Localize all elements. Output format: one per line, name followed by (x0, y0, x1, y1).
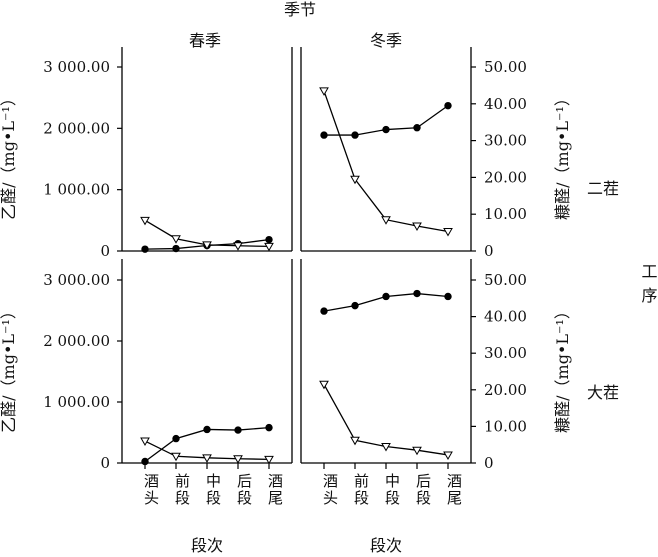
data-point-acetaldehyde (382, 125, 390, 134)
x-tick-label: 前段 (352, 473, 370, 507)
left-tick-label: 2 000.00 (43, 332, 110, 350)
data-point-acetaldehyde (172, 244, 180, 253)
x-tick-label: 后段 (414, 473, 432, 507)
x-tick-label: 前段 (173, 473, 191, 507)
x-tick-label: 中段 (383, 473, 401, 507)
right-tick-label: 10.00 (484, 205, 527, 223)
chart-axes: 0 1 000.00 2 000.00 3 000.00 0 1 000.00 2 000.… (0, 47, 572, 555)
data-point-furfural (443, 227, 453, 237)
left-tick-label: 0 (100, 242, 110, 260)
facet-row-title: 工序 (639, 263, 658, 311)
right-tick-label: 30.00 (484, 344, 527, 362)
right-tick-label: 50.00 (484, 271, 527, 289)
right-tick-label: 30.00 (484, 132, 527, 150)
x-axis-title: 段次 (191, 536, 223, 555)
data-point-furfural (443, 451, 453, 460)
chart-panels (140, 87, 453, 466)
data-point-acetaldehyde (172, 434, 180, 443)
data-point-acetaldehyde (413, 289, 421, 298)
data-point-acetaldehyde (444, 292, 452, 301)
data-point-acetaldehyde (320, 131, 328, 139)
left-y-axis-title: 乙醛/（mg•L⁻¹） (0, 90, 18, 220)
left-tick-label: 3 000.00 (43, 58, 110, 76)
data-point-furfural (381, 216, 391, 225)
chart-title: 季节 (284, 0, 316, 19)
x-tick-label: 后段 (235, 473, 253, 507)
right-tick-label: 50.00 (484, 58, 527, 76)
data-point-furfural (381, 443, 391, 452)
left-tick-label: 2 000.00 (43, 119, 110, 137)
data-point-furfural (350, 175, 360, 185)
x-tick-label: 酒头 (321, 473, 339, 507)
data-point-acetaldehyde (265, 423, 273, 432)
data-point-acetaldehyde (320, 307, 328, 315)
column-label-winter: 冬季 (370, 31, 402, 50)
data-point-furfural (412, 446, 422, 456)
x-tick-label: 酒头 (142, 473, 160, 507)
x-tick-label: 酒尾 (266, 473, 284, 507)
data-point-furfural (319, 380, 329, 390)
data-point-furfural (202, 241, 212, 250)
right-tick-label: 20.00 (484, 168, 527, 186)
left-tick-label: 0 (100, 454, 110, 472)
data-point-furfural (412, 222, 422, 231)
data-point-furfural (264, 455, 274, 465)
left-tick-label: 1 000.00 (43, 181, 110, 199)
data-point-furfural (350, 436, 360, 446)
left-tick-label: 3 000.00 (43, 271, 110, 289)
series-line-furfural (323, 90, 449, 233)
data-point-furfural (233, 242, 243, 251)
x-axis-title: 段次 (370, 536, 402, 555)
row-label-main: 大茬 (587, 383, 619, 402)
data-point-furfural (264, 242, 274, 252)
right-tick-label: 0 (484, 242, 494, 260)
data-point-furfural (171, 452, 181, 462)
left-y-axis-title: 乙醛/（mg•L⁻¹） (0, 303, 18, 433)
data-point-furfural (140, 437, 150, 447)
right-y-axis-title: 糠醛/（mg•L⁻¹） (553, 90, 572, 220)
right-tick-label: 40.00 (484, 95, 527, 113)
right-tick-label: 20.00 (484, 381, 527, 399)
data-point-acetaldehyde (351, 131, 359, 139)
left-tick-label: 1 000.00 (43, 393, 110, 411)
data-point-furfural (140, 216, 150, 226)
data-point-acetaldehyde (382, 292, 390, 301)
data-point-furfural (319, 87, 329, 96)
right-tick-label: 0 (484, 454, 494, 472)
x-tick-label: 酒尾 (445, 473, 463, 507)
column-label-spring: 春季 (189, 31, 221, 50)
data-point-acetaldehyde (265, 235, 273, 244)
right-tick-label: 40.00 (484, 308, 527, 326)
data-point-furfural (233, 455, 243, 464)
right-tick-label: 10.00 (484, 417, 527, 435)
data-point-acetaldehyde (234, 426, 242, 434)
data-point-acetaldehyde (203, 425, 211, 434)
data-point-acetaldehyde (413, 124, 421, 132)
data-point-furfural (202, 454, 212, 463)
data-point-furfural (171, 235, 181, 244)
row-label-second: 二茬 (587, 179, 619, 198)
right-y-axis-title: 糠醛/（mg•L⁻¹） (553, 303, 572, 433)
data-point-acetaldehyde (351, 301, 359, 310)
data-point-acetaldehyde (444, 101, 452, 110)
x-tick-label: 中段 (204, 473, 222, 507)
